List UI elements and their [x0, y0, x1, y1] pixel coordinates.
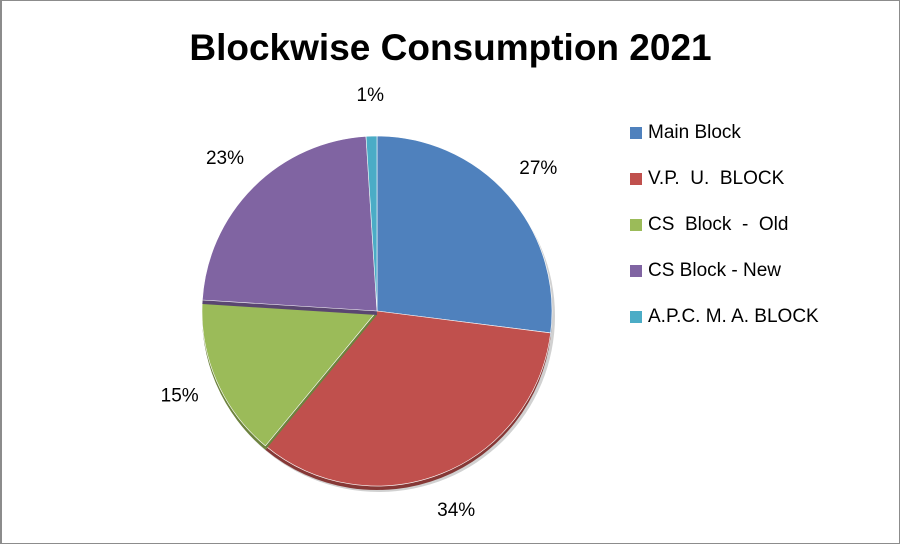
legend-entry-v-p-u-block: V.P. U. BLOCK — [630, 168, 785, 189]
data-label-cs-block-new: 23% — [206, 148, 244, 169]
legend-label-v-p-u-block: V.P. U. BLOCK — [648, 168, 785, 189]
data-label-a-p-c-m-a-block: 1% — [357, 85, 385, 106]
legend-entry-a-p-c-m-a-block: A.P.C. M. A. BLOCK — [630, 306, 819, 327]
legend-swatch-a-p-c-m-a-block — [630, 311, 642, 323]
legend-swatch-cs-block-new — [630, 265, 642, 277]
data-label-main-block: 27% — [519, 158, 557, 179]
legend: Main Block V.P. U. BLOCK CS Block - Old CS … — [630, 122, 819, 327]
legend-swatch-main-block — [630, 127, 642, 139]
legend-label-cs-block-old: CS Block - Old — [648, 214, 788, 235]
legend-label-a-p-c-m-a-block: A.P.C. M. A. BLOCK — [648, 306, 819, 327]
legend-label-main-block: Main Block — [648, 122, 741, 143]
legend-label-cs-block-new: CS Block - New — [648, 260, 781, 281]
legend-entry-main-block: Main Block — [630, 122, 741, 143]
legend-swatch-v-p-u-block — [630, 173, 642, 185]
legend-entry-cs-block-old: CS Block - Old — [630, 214, 788, 235]
data-label-v-p-u-block: 34% — [437, 500, 475, 521]
legend-entry-cs-block-new: CS Block - New — [630, 260, 781, 281]
data-label-cs-block-old: 15% — [161, 385, 199, 406]
legend-swatch-cs-block-old — [630, 219, 642, 231]
pie-slices — [202, 136, 552, 490]
